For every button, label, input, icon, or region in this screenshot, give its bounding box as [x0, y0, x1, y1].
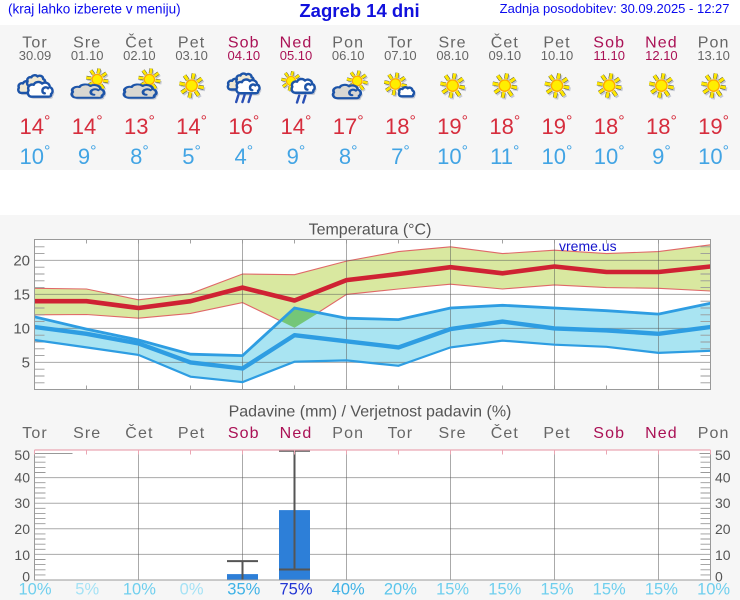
svg-text:15%: 15%	[436, 581, 469, 599]
svg-text:10: 10	[715, 547, 731, 563]
svg-text:0%: 0%	[180, 581, 204, 599]
svg-text:09.10: 09.10	[489, 48, 522, 63]
svg-text:50: 50	[715, 447, 731, 463]
svg-text:10%: 10%	[18, 581, 51, 599]
svg-text:Ned: Ned	[645, 35, 678, 52]
svg-text:Sre: Sre	[438, 425, 466, 442]
svg-text:40: 40	[14, 470, 30, 486]
svg-text:5: 5	[22, 354, 30, 371]
svg-text:Pet: Pet	[543, 35, 570, 52]
svg-text:Tor: Tor	[388, 425, 414, 442]
svg-text:Sre: Sre	[73, 35, 101, 52]
svg-text:Čet: Čet	[491, 423, 519, 442]
svg-text:15%: 15%	[488, 581, 521, 599]
svg-text:Pon: Pon	[698, 425, 730, 442]
svg-text:Pon: Pon	[332, 425, 364, 442]
svg-text:10%: 10%	[123, 581, 156, 599]
svg-text:20: 20	[13, 252, 30, 269]
svg-text:Sre: Sre	[438, 35, 466, 52]
svg-text:75%: 75%	[279, 581, 312, 599]
svg-text:Tor: Tor	[22, 35, 48, 52]
svg-text:12.10: 12.10	[645, 48, 678, 63]
svg-text:Temperatura (°C): Temperatura (°C)	[309, 222, 432, 239]
svg-text:10%: 10%	[697, 581, 730, 599]
svg-text:40%: 40%	[332, 581, 365, 599]
svg-text:vreme.us: vreme.us	[559, 238, 617, 254]
svg-text:30: 30	[14, 495, 30, 511]
svg-text:10: 10	[14, 547, 30, 563]
svg-text:20%: 20%	[384, 581, 417, 599]
svg-text:08.10: 08.10	[436, 48, 469, 63]
svg-text:Padavine (mm) / Verjetnost pad: Padavine (mm) / Verjetnost padavin (%)	[229, 404, 512, 421]
svg-text:Pon: Pon	[332, 35, 364, 52]
svg-text:Tor: Tor	[388, 35, 414, 52]
svg-text:Čet: Čet	[125, 33, 153, 52]
svg-text:30.09: 30.09	[19, 48, 52, 63]
svg-text:5%: 5%	[75, 581, 99, 599]
svg-text:06.10: 06.10	[332, 48, 365, 63]
svg-text:10°: 10°	[594, 143, 625, 169]
svg-text:Čet: Čet	[491, 33, 519, 52]
svg-text:04.10: 04.10	[228, 48, 261, 63]
svg-text:10.10: 10.10	[541, 48, 574, 63]
svg-text:Sob: Sob	[228, 425, 260, 442]
svg-text:20: 20	[715, 521, 731, 537]
svg-text:Sob: Sob	[593, 425, 625, 442]
svg-text:Pet: Pet	[543, 425, 570, 442]
svg-text:0: 0	[715, 569, 723, 585]
svg-text:Tor: Tor	[22, 425, 48, 442]
svg-text:10: 10	[13, 320, 30, 337]
svg-text:02.10: 02.10	[123, 48, 156, 63]
svg-text:13.10: 13.10	[697, 48, 730, 63]
svg-text:05.10: 05.10	[280, 48, 313, 63]
svg-text:20: 20	[14, 521, 30, 537]
svg-text:01.10: 01.10	[71, 48, 104, 63]
svg-text:Sob: Sob	[228, 35, 260, 52]
svg-text:Zadnja posodobitev: 30.09.2025: Zadnja posodobitev: 30.09.2025 - 12:27	[500, 1, 730, 16]
svg-text:40: 40	[715, 470, 731, 486]
svg-text:15: 15	[13, 286, 30, 303]
svg-text:03.10: 03.10	[175, 48, 208, 63]
svg-text:11.10: 11.10	[593, 48, 625, 63]
svg-text:15%: 15%	[645, 581, 678, 599]
svg-text:Pet: Pet	[178, 425, 205, 442]
svg-text:50: 50	[14, 447, 30, 463]
svg-text:07.10: 07.10	[384, 48, 417, 63]
svg-text:Ned: Ned	[280, 35, 313, 52]
svg-text:15%: 15%	[593, 581, 626, 599]
svg-text:(kraj lahko izberete v meniju): (kraj lahko izberete v meniju)	[8, 2, 181, 17]
svg-text:30: 30	[715, 495, 731, 511]
svg-text:Ned: Ned	[645, 425, 678, 442]
svg-text:15%: 15%	[540, 581, 573, 599]
svg-text:Pon: Pon	[698, 35, 730, 52]
svg-text:Sre: Sre	[73, 425, 101, 442]
svg-text:Pet: Pet	[178, 35, 205, 52]
svg-text:Zagreb 14 dni: Zagreb 14 dni	[299, 0, 419, 21]
svg-text:Čet: Čet	[125, 423, 153, 442]
svg-text:18°: 18°	[489, 113, 520, 139]
svg-text:35%: 35%	[227, 581, 260, 599]
svg-text:Sob: Sob	[593, 35, 625, 52]
svg-text:0: 0	[22, 569, 30, 585]
svg-text:19°: 19°	[698, 113, 729, 139]
svg-text:Ned: Ned	[280, 425, 313, 442]
